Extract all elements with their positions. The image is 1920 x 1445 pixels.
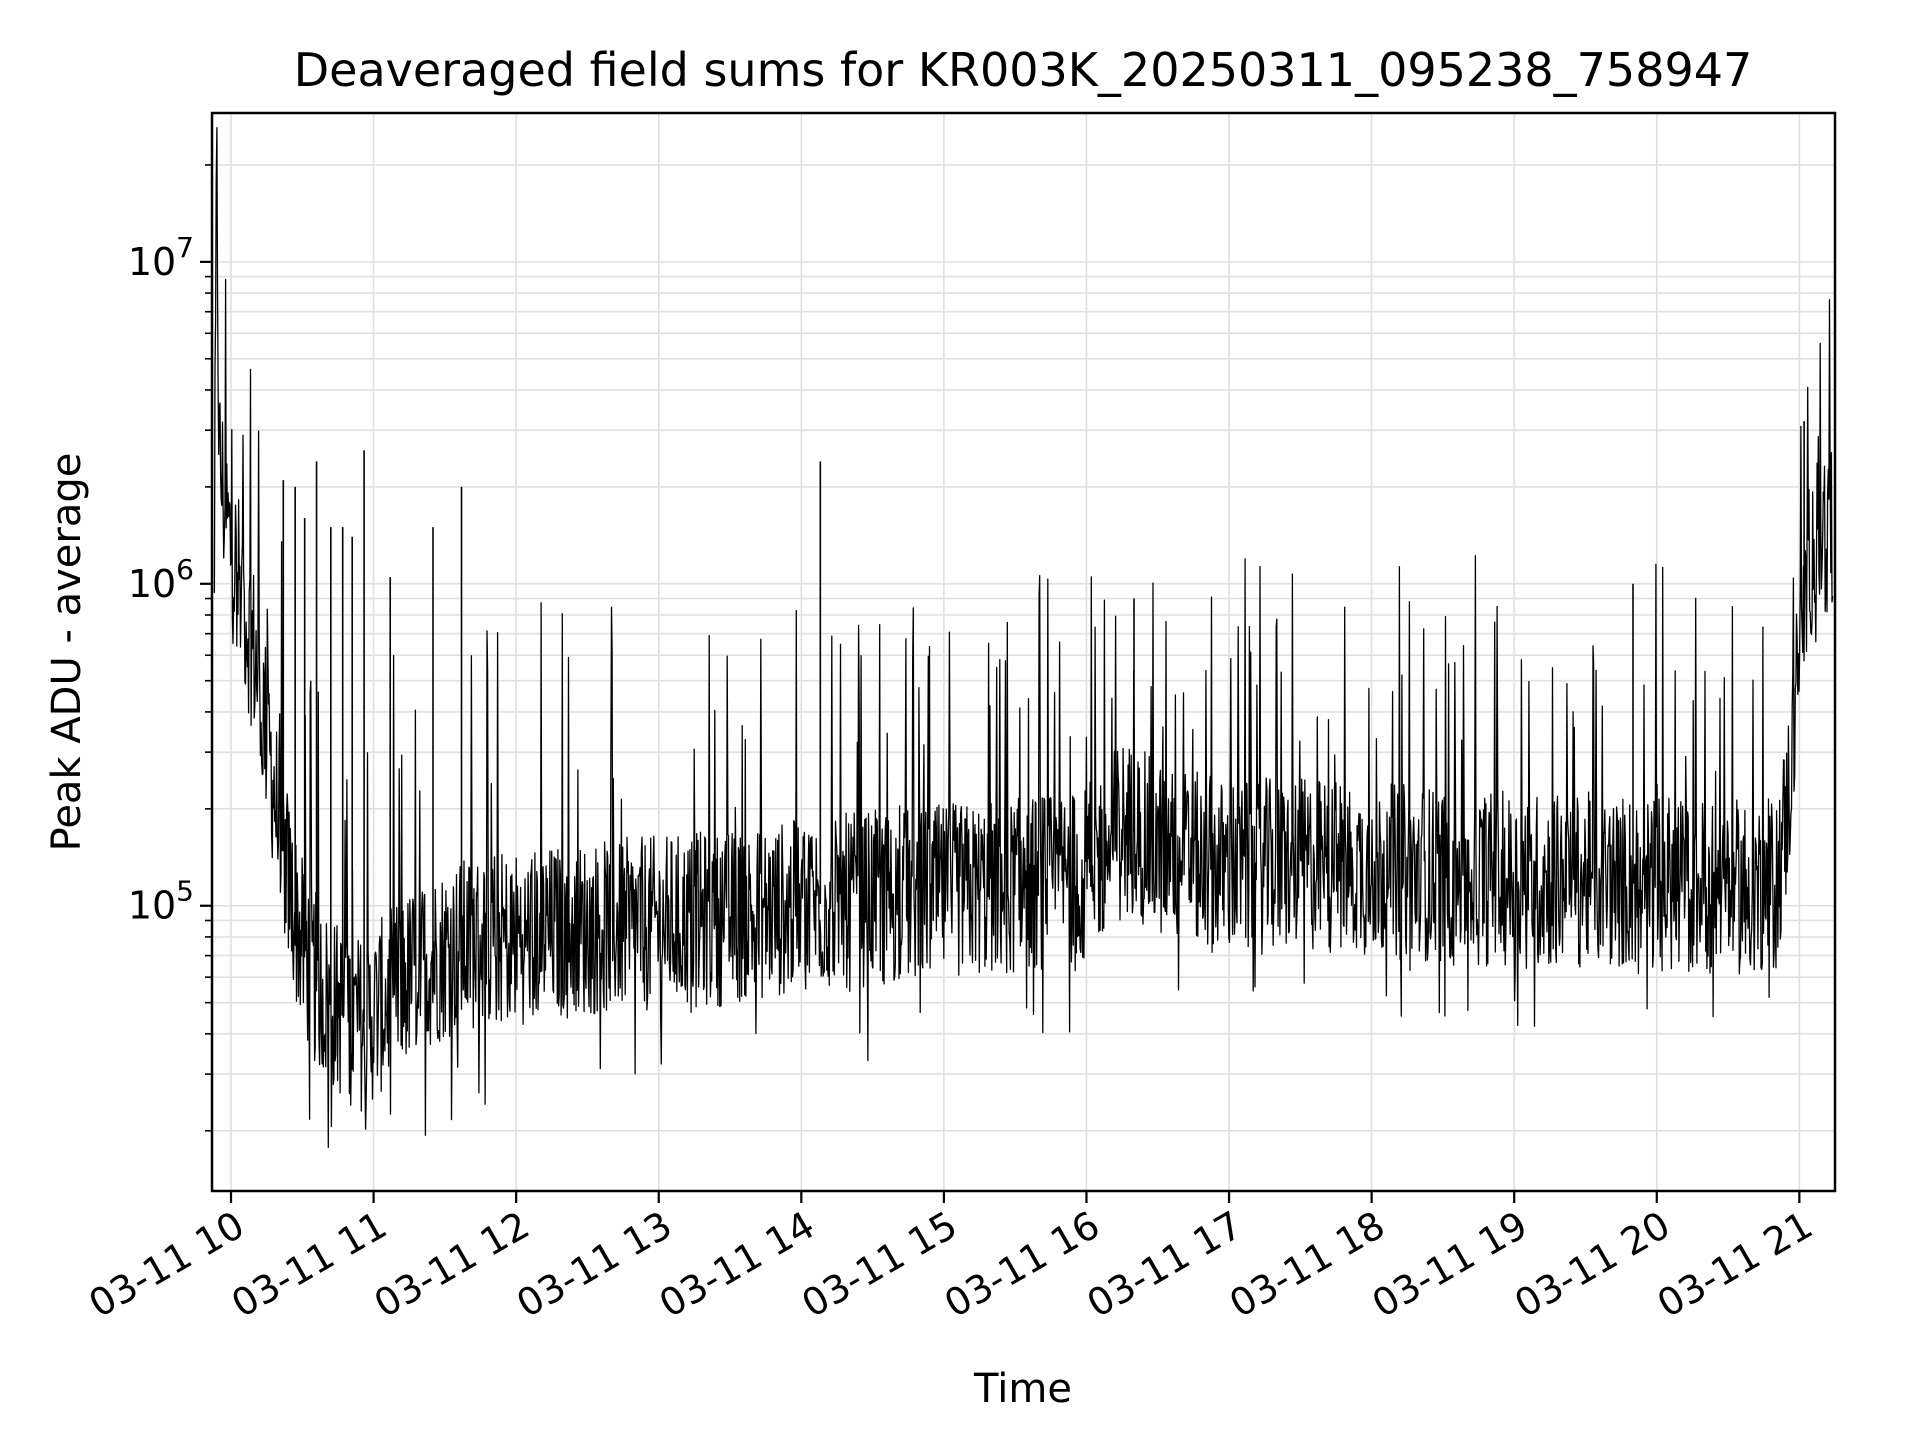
x-axis-label: Time — [973, 1366, 1072, 1412]
y-axis-label: Peak ADU - average — [44, 453, 90, 852]
data-layer — [213, 127, 1834, 1148]
x-tick-label: 03-11 15 — [794, 1203, 964, 1327]
x-tick-label: 03-11 12 — [367, 1203, 537, 1327]
grid-layer — [212, 113, 1835, 1191]
y-tick-label: 105 — [128, 875, 194, 928]
x-tick-label: 03-11 11 — [224, 1203, 394, 1327]
x-tick-label: 03-11 21 — [1650, 1203, 1820, 1327]
y-tick-label: 106 — [128, 553, 194, 606]
x-tick-label: 03-11 16 — [937, 1203, 1107, 1327]
x-tick-label: 03-11 18 — [1222, 1203, 1392, 1327]
series-line — [213, 127, 1834, 1148]
x-tick-label: 03-11 14 — [652, 1203, 822, 1327]
x-tick-label: 03-11 10 — [82, 1203, 252, 1327]
x-tick-label: 03-11 13 — [509, 1203, 679, 1327]
x-tick-label: 03-11 20 — [1507, 1203, 1677, 1327]
y-tick-label: 107 — [128, 231, 194, 284]
plot-frame — [210, 111, 1837, 1193]
chart-title: Deaveraged field sums for KR003K_2025031… — [294, 43, 1753, 97]
x-tick-label: 03-11 19 — [1365, 1203, 1535, 1327]
x-tick-label: 03-11 17 — [1080, 1203, 1250, 1327]
